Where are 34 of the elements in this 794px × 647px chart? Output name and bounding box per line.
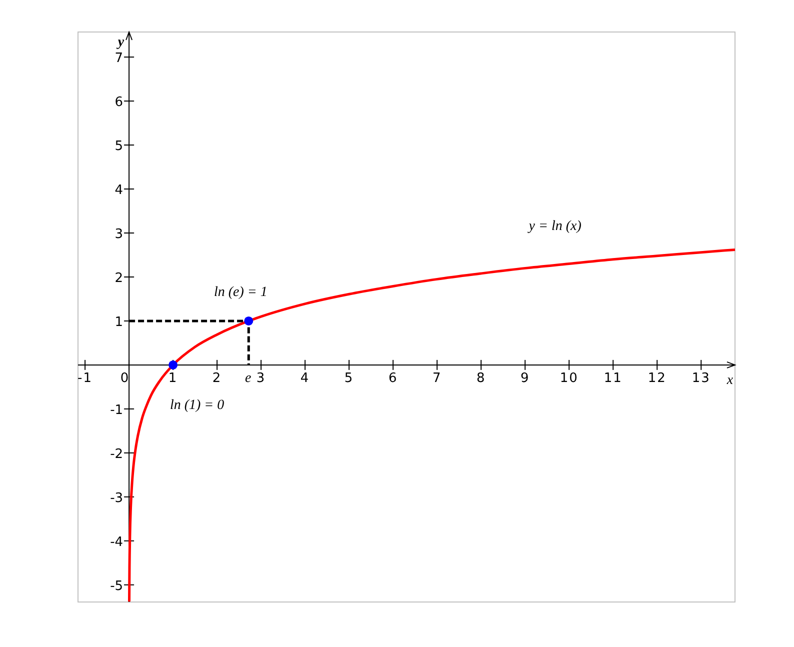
y-tick-label: -4 <box>110 534 124 550</box>
text: y = ln (x) <box>526 219 582 234</box>
y-tick-label: 4 <box>114 183 124 198</box>
x-tick-label: 13 <box>692 370 710 386</box>
x-tick-label: 3 <box>256 370 266 386</box>
x-tick-label: 10 <box>560 370 578 386</box>
x-tick-label: 4 <box>300 370 310 386</box>
y-tick-label: -3 <box>110 490 124 506</box>
annotation: ln (e) = 1 <box>214 284 268 300</box>
y-tick-label: 3 <box>114 226 124 242</box>
x-tick-label: -1 <box>78 370 93 386</box>
x-tick-label: 11 <box>604 370 622 386</box>
x-tick-label: 9 <box>520 370 530 386</box>
y-tick-label: 5 <box>114 139 124 154</box>
y-tick-label: 1 <box>114 314 124 330</box>
x-tick-label: 8 <box>476 370 486 386</box>
x-tick-label: 12 <box>648 370 666 386</box>
y-axis-title: y <box>116 35 125 50</box>
x-tick-label: e <box>245 370 252 386</box>
x-tick-label: 1 <box>168 370 178 386</box>
y-tick-label: -2 <box>110 446 124 462</box>
y-tick-label: -5 <box>110 578 124 594</box>
line-series <box>128 248 736 603</box>
annotation: ln (1) = 0 <box>170 398 224 413</box>
x-tick-label: 5 <box>344 370 354 386</box>
x-tick-label: 7 <box>432 370 442 386</box>
x-tick-label: 0 <box>120 370 130 386</box>
y-tick-label: 6 <box>114 95 124 110</box>
y-tick-label: 7 <box>114 51 124 66</box>
x-axis-title: x <box>726 372 734 388</box>
x-tick-label: 6 <box>388 370 398 386</box>
x-tick-label: 2 <box>212 370 222 386</box>
y-tick-label: -1 <box>110 402 124 418</box>
y-tick-label: 2 <box>114 270 124 286</box>
